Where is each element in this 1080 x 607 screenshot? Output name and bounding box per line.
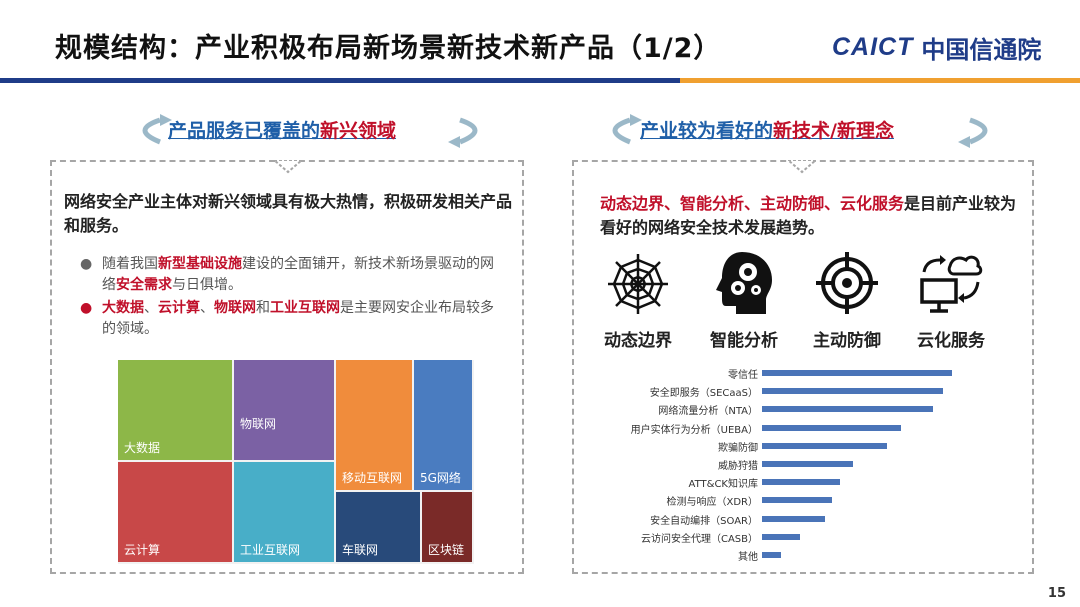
left-subtitle-blue: 产品服务已覆盖的: [168, 120, 321, 142]
b2-d: 、: [200, 300, 214, 316]
panel-notch: [788, 160, 816, 174]
b1-d: 安全需求: [116, 277, 172, 293]
b1-a: 随着我国: [102, 256, 158, 272]
left-subtitle: 产品服务已覆盖的新兴领域: [168, 116, 396, 143]
bar: [762, 424, 901, 431]
logo-cn: 中国信通院: [921, 36, 1042, 64]
brain-gears-icon: [716, 252, 772, 314]
panel-notch: [274, 160, 302, 174]
right-subtitle-red: 新技术/新理念: [773, 120, 894, 142]
bar-label: 云访问安全代理（CASB）: [640, 533, 758, 545]
bar: [762, 461, 854, 467]
header-rule-blue: [0, 78, 680, 83]
bar-label: 其他: [738, 552, 758, 563]
b1-b: 新型基础设施: [158, 256, 242, 272]
b2-e: 物联网: [214, 300, 256, 316]
target-icon: [816, 252, 878, 314]
b2-g: 工业互联网: [270, 300, 340, 316]
left-bullet-1: ● 随着我国新型基础设施建设的全面铺开，新技术新场景驱动的网络安全需求与日俱增。: [80, 254, 500, 296]
left-subtitle-red: 新兴领域: [320, 120, 397, 142]
bullet-dot-icon: ●: [80, 300, 93, 316]
b2-c: 云计算: [158, 300, 200, 316]
bar: [762, 515, 825, 522]
bar: [762, 406, 933, 413]
bar-label: ATT&CK知识库: [688, 479, 758, 491]
treemap: 大数据 云计算 物联网 工业互联网 移动互联网 5G网络 车联网 区块链: [118, 360, 474, 564]
treemap-cell-cloud: 云计算: [118, 462, 232, 562]
bar: [762, 552, 781, 558]
bar-label: 检测与响应（XDR）: [666, 497, 759, 509]
treemap-cell-industrial: 工业互联网: [234, 462, 334, 562]
bar-label: 安全即服务（SECaaS）: [649, 388, 758, 400]
icon-label-active-defense: 主动防御: [813, 331, 881, 351]
bar: [762, 533, 800, 540]
bar-label: 用户实体行为分析（UEBA）: [630, 424, 758, 436]
bar-label: 网络流量分析（NTA）: [658, 406, 758, 418]
bar-label: 欺骗防御: [718, 442, 758, 454]
right-subtitle-blue: 产业较为看好的: [640, 120, 774, 142]
caict-logo: CAICT 中国信通院: [832, 30, 1041, 65]
treemap-cell-iot: 物联网: [234, 360, 334, 460]
bar-label: 安全自动编排（SOAR）: [650, 515, 758, 527]
bar: [762, 442, 888, 449]
treemap-cell-5g: 5G网络: [414, 360, 472, 490]
right-intro-black: 是目前产业较为看好的网络安全技术发展趋势。: [600, 194, 1017, 237]
right-panel: 动态边界、智能分析、主动防御、云化服务是目前产业较为看好的网络安全技术发展趋势。: [572, 160, 1034, 574]
b2-b: 、: [144, 300, 158, 316]
bar-label: 威胁狩猎: [718, 461, 758, 472]
right-intro: 动态边界、智能分析、主动防御、云化服务是目前产业较为看好的网络安全技术发展趋势。: [600, 192, 1020, 240]
treemap-cell-blockchain: 区块链: [422, 492, 472, 562]
bar: [762, 497, 833, 504]
b1-c: 建设的全面铺开，新技术新场景驱动的网络: [102, 256, 494, 293]
b1-e: 与日俱增。: [172, 277, 242, 293]
treemap-cell-mobile: 移动互联网: [336, 360, 412, 490]
left-panel: 网络安全产业主体对新兴领域具有极大热情，积极研发相关产品和服务。 ● 随着我国新…: [50, 160, 524, 574]
b2-h: 是主要网安企业布局较多的领域。: [102, 300, 494, 337]
tech-bar-chart: 零信任安全即服务（SECaaS） 网络流量分析（NTA） 用户实体行为分析（UEBA…: [574, 366, 1030, 566]
left-intro: 网络安全产业主体对新兴领域具有极大热情，积极研发相关产品和服务。: [64, 192, 513, 235]
treemap-cell-vehicle: 车联网: [336, 492, 420, 562]
bar-label: 零信任: [728, 370, 758, 381]
page-title: 规模结构：产业积极布局新场景新技术新产品（1/2）: [55, 33, 722, 64]
right-subtitle-arrows: [612, 114, 988, 148]
bar: [762, 479, 840, 486]
right-intro-red: 动态边界、智能分析、主动防御、云化服务: [600, 194, 905, 213]
bar: [762, 370, 952, 376]
bullet-dot-icon: ●: [80, 256, 93, 272]
right-subtitle: 产业较为看好的新技术/新理念: [640, 116, 894, 143]
cloud-monitor-icon: [920, 255, 983, 313]
web-icon: [608, 254, 668, 314]
icon-label-cloud-service: 云化服务: [917, 331, 985, 351]
treemap-cell-big-data: 大数据: [118, 360, 232, 460]
header-rule-orange: [680, 78, 1080, 83]
logo-en: CAICT: [832, 33, 914, 61]
left-subtitle-arrows: [142, 114, 478, 148]
bar: [762, 388, 943, 395]
b2-a: 大数据: [102, 300, 144, 316]
icon-label-intelligent-analysis: 智能分析: [710, 331, 778, 351]
b2-f: 和: [256, 300, 270, 316]
icon-label-dynamic-boundary: 动态边界: [604, 331, 672, 351]
page-number: 15: [1047, 586, 1066, 601]
left-bullet-2: ● 大数据、云计算、物联网和工业互联网是主要网安企业布局较多的领域。: [80, 298, 500, 340]
